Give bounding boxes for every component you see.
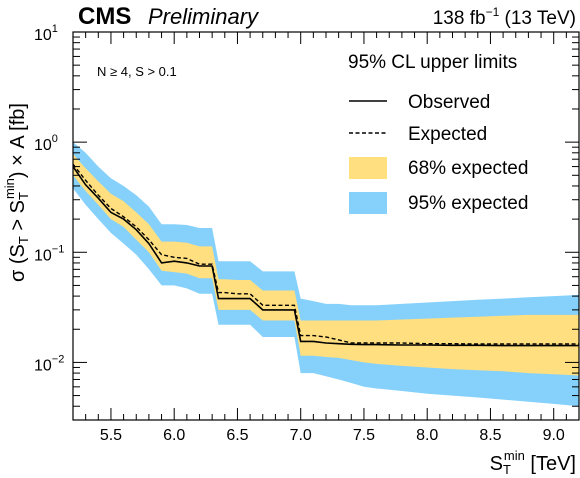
x-tick-label: 6.0	[163, 427, 185, 444]
y-axis-p1: σ (S	[7, 244, 29, 282]
legend-68-label: 68% expected	[408, 158, 528, 179]
y-axis-label: σ (ST > STmin) × A [fb]	[2, 103, 31, 282]
legend-68-swatch	[349, 157, 387, 179]
experiment-label: CMS	[78, 3, 131, 30]
lumi-energy: (13 TeV)	[499, 8, 576, 29]
legend-expected-label: Expected	[408, 124, 487, 145]
x-axis-sub: T	[503, 462, 511, 477]
legend-95-swatch	[349, 192, 387, 214]
y-tick-label: 10−2	[34, 353, 64, 374]
ticks-group: 5.5 6.0 6.5 7.0 7.5 8.0 8.5 9.0 101 100 10−1 10−2	[34, 23, 580, 444]
y-axis-p3: ) × A [fb]	[7, 103, 29, 178]
x-tick-label: 7.5	[353, 427, 375, 444]
y-axis-p2: > S	[7, 200, 29, 236]
y-tick-label: 10−1	[34, 243, 64, 264]
x-axis-unit: [TeV]	[525, 453, 576, 475]
y-axis-sup2: min	[2, 178, 17, 199]
legend-95-label: 95% expected	[408, 193, 528, 214]
expected-line	[72, 163, 579, 345]
y-axis-sub2: T	[16, 192, 31, 200]
lines-group	[72, 163, 579, 347]
band-68	[73, 154, 579, 376]
y-tick-label: 101	[34, 23, 58, 44]
x-axis-sup: min	[504, 448, 525, 463]
x-tick-label: 6.5	[226, 427, 248, 444]
status-label: Preliminary	[148, 4, 260, 29]
lumi-label: 138 fb−1 (13 TeV)	[433, 5, 576, 29]
legend-title: 95% CL upper limits	[348, 52, 517, 73]
x-tick-label: 5.5	[100, 427, 122, 444]
x-tick-label: 7.0	[290, 427, 312, 444]
cuts-label: N ≥ 4, S > 0.1	[97, 64, 177, 79]
x-axis-main: S	[490, 453, 503, 475]
bands-group	[73, 142, 579, 407]
observed-line	[72, 166, 579, 347]
lumi-exponent: −1	[486, 5, 500, 19]
y-axis-sub1: T	[16, 236, 31, 244]
lumi-value: 138 fb	[433, 8, 486, 29]
x-tick-label: 9.0	[543, 427, 565, 444]
x-axis-label: STmin [TeV]	[490, 448, 576, 477]
legend-observed-label: Observed	[408, 92, 490, 113]
x-tick-label: 8.0	[416, 427, 438, 444]
y-tick-label: 100	[34, 133, 58, 154]
plot-frame	[72, 31, 580, 421]
x-tick-label: 8.5	[479, 427, 501, 444]
legend: 95% CL upper limits Observed Expected 68…	[348, 52, 528, 214]
